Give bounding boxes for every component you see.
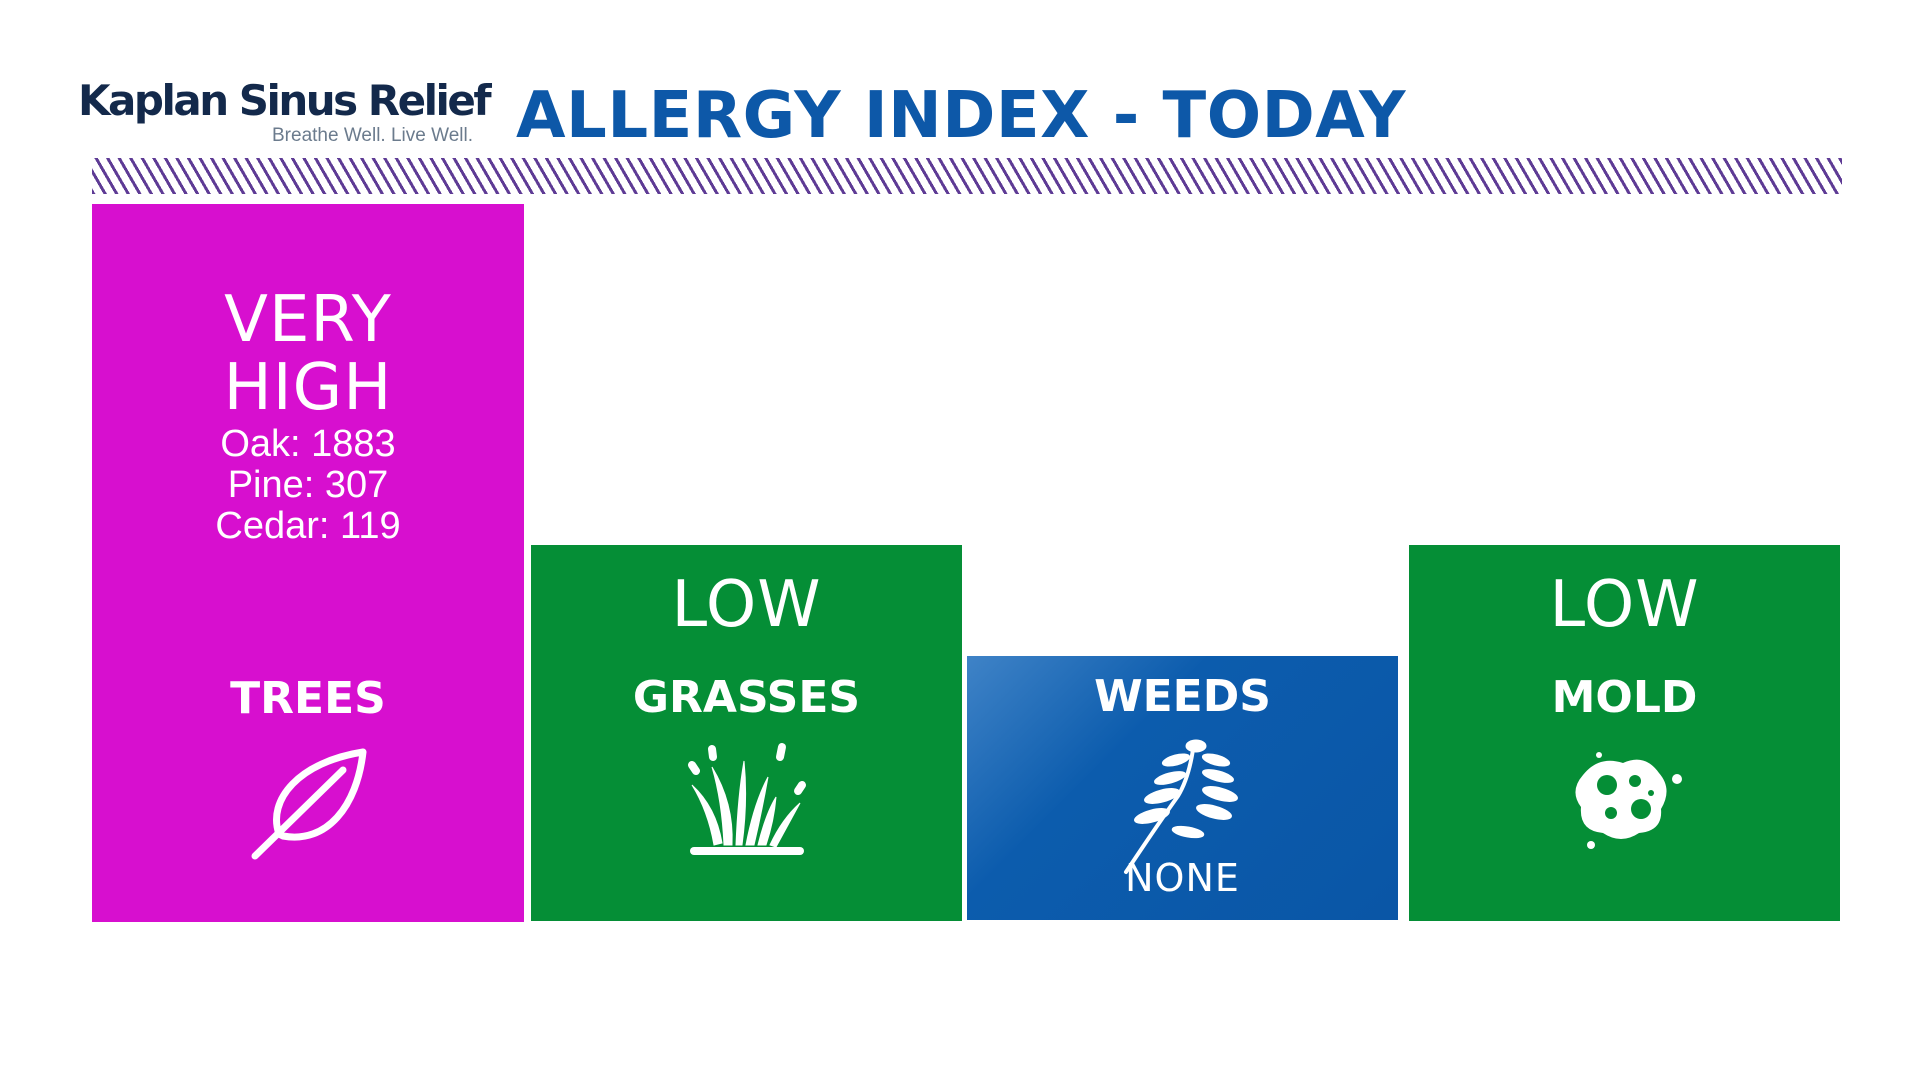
mold-icon (1574, 752, 1682, 849)
leaf-icon (251, 748, 367, 860)
weeds-level: NONE (1125, 856, 1240, 900)
trees-label: TREES (230, 673, 386, 724)
grasses-level: LOW (671, 568, 822, 642)
trees-level: VERY HIGH (92, 286, 524, 422)
trees-level-line2: HIGH (223, 351, 393, 425)
trees-panel: VERY HIGH Oak: 1883 Pine: 307 Cedar: 119… (92, 204, 524, 922)
grasses-label: GRASSES (632, 672, 861, 723)
oak-count: Oak: 1883 (220, 423, 396, 465)
mold-level: LOW (1549, 568, 1700, 642)
weed-icon (1123, 739, 1238, 874)
pine-count: Pine: 307 (227, 464, 389, 506)
mold-panel: LOW MOLD (1409, 545, 1840, 921)
mold-label: MOLD (1551, 672, 1698, 723)
page-title: ALLERGY INDEX - TODAY (516, 79, 1406, 153)
grasses-panel: LOW GRASSES (531, 545, 962, 921)
grass-icon (687, 743, 806, 855)
brand-name: Kaplan Sinus Relief (78, 76, 492, 125)
weeds-label: WEEDS (1094, 671, 1271, 722)
trees-level-line1: VERY (224, 283, 392, 357)
stripe-divider (92, 158, 1842, 194)
brand-logo: Kaplan Sinus Relief Breathe Well. Live W… (78, 74, 492, 154)
cedar-count: Cedar: 119 (215, 505, 401, 547)
weeds-panel: WEEDS NONE (967, 656, 1398, 920)
trees-pollen-counts: Oak: 1883 Pine: 307 Cedar: 119 (92, 424, 524, 547)
brand-tagline: Breathe Well. Live Well. (272, 125, 473, 146)
